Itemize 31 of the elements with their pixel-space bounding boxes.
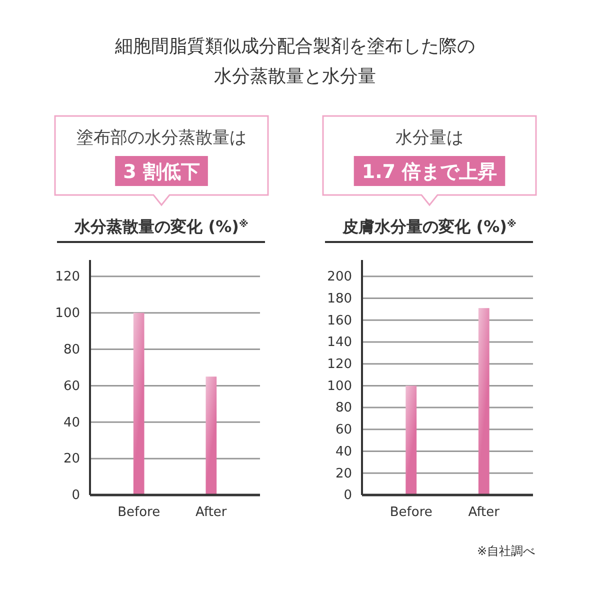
chart-title: 水分蒸散量の変化 (%)$^{※}$ xyxy=(74,217,248,236)
text: 水分蒸散量と水分量 xyxy=(214,66,376,87)
y-tick-label: 180 xyxy=(327,291,352,306)
text: 水分量は xyxy=(396,128,464,148)
text: 細胞間脂質類似成分配合製剤を塗布した際の xyxy=(114,36,475,57)
y-tick-label: 100 xyxy=(55,306,80,321)
text: 3 割低下 xyxy=(123,161,200,183)
y-tick-label: 0 xyxy=(344,488,352,504)
y-tick-label: 80 xyxy=(63,342,80,358)
x-tick-label: Before xyxy=(118,505,160,520)
y-tick-label: 60 xyxy=(335,422,352,438)
y-tick-label: 0 xyxy=(72,488,80,504)
y-tick-label: 60 xyxy=(63,378,80,394)
chart-title: 皮膚水分量の変化 (%)$^{※}$ xyxy=(342,217,516,236)
y-tick-label: 80 xyxy=(335,400,352,416)
x-tick-label: After xyxy=(468,505,500,520)
y-tick-label: 200 xyxy=(327,270,352,285)
x-tick-label: After xyxy=(196,505,228,520)
y-tick-label: 40 xyxy=(335,444,352,460)
y-tick-label: 40 xyxy=(63,415,80,430)
y-tick-label: 100 xyxy=(327,378,352,394)
y-tick-label: 120 xyxy=(327,356,352,372)
y-tick-label: 160 xyxy=(327,313,352,328)
x-tick-label: Before xyxy=(390,505,432,520)
y-tick-label: 140 xyxy=(327,335,352,350)
y-tick-label: 20 xyxy=(63,452,80,467)
y-tick-label: 120 xyxy=(55,270,80,285)
text: 1.7 倍まで上昇 xyxy=(362,161,498,183)
y-tick-label: 20 xyxy=(335,466,352,482)
text: 塗布部の水分蒸散量は xyxy=(76,128,246,148)
text: ※自社調べ xyxy=(476,544,535,558)
